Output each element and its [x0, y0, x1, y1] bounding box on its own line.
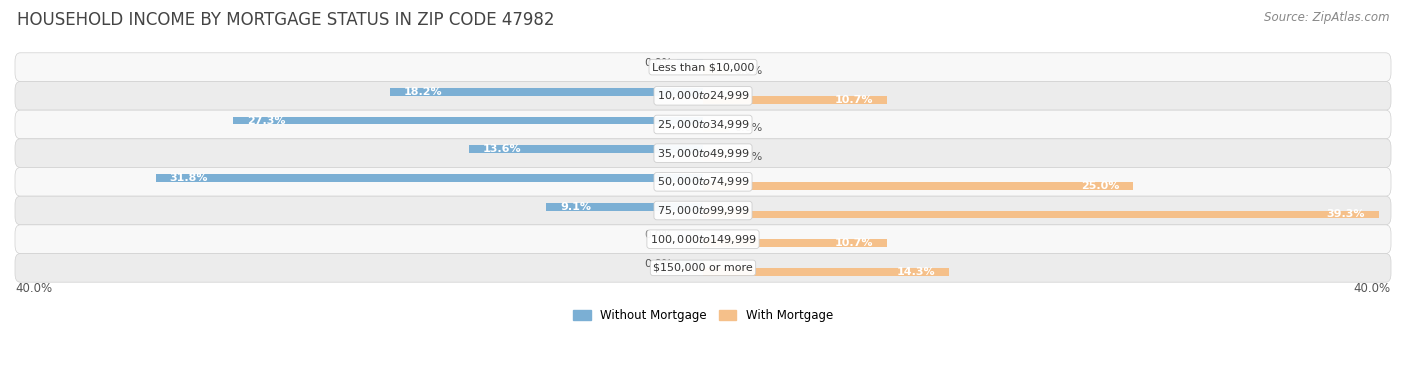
Text: 13.6%: 13.6% [482, 144, 522, 154]
Text: 10.7%: 10.7% [835, 95, 873, 105]
Bar [703, 239, 887, 247]
FancyBboxPatch shape [15, 139, 1391, 167]
Text: $35,000 to $49,999: $35,000 to $49,999 [657, 147, 749, 160]
FancyBboxPatch shape [15, 196, 1391, 225]
Text: $75,000 to $99,999: $75,000 to $99,999 [657, 204, 749, 217]
Text: Source: ZipAtlas.com: Source: ZipAtlas.com [1264, 11, 1389, 24]
Bar [678, 59, 703, 67]
Text: 0.0%: 0.0% [644, 230, 672, 240]
Text: 14.3%: 14.3% [897, 267, 935, 277]
Text: $100,000 to $149,999: $100,000 to $149,999 [650, 233, 756, 246]
Text: 0.0%: 0.0% [644, 58, 672, 68]
Bar [703, 67, 728, 75]
Text: 31.8%: 31.8% [170, 173, 208, 183]
Text: 39.3%: 39.3% [1327, 209, 1365, 220]
Text: $25,000 to $34,999: $25,000 to $34,999 [657, 118, 749, 131]
Text: 18.2%: 18.2% [404, 87, 443, 97]
Text: 0.0%: 0.0% [644, 259, 672, 269]
Text: 40.0%: 40.0% [1354, 282, 1391, 295]
Legend: Without Mortgage, With Mortgage: Without Mortgage, With Mortgage [568, 304, 838, 327]
Bar [470, 145, 703, 153]
FancyBboxPatch shape [15, 167, 1391, 196]
Text: 27.3%: 27.3% [247, 116, 285, 125]
Bar [156, 174, 703, 182]
Bar [389, 88, 703, 96]
Text: 10.7%: 10.7% [835, 238, 873, 248]
FancyBboxPatch shape [15, 82, 1391, 110]
Text: 0.0%: 0.0% [734, 152, 762, 162]
FancyBboxPatch shape [15, 53, 1391, 82]
Text: Less than $10,000: Less than $10,000 [652, 62, 754, 72]
Text: $50,000 to $74,999: $50,000 to $74,999 [657, 175, 749, 188]
Text: 0.0%: 0.0% [734, 66, 762, 76]
Bar [547, 203, 703, 211]
Text: 0.0%: 0.0% [734, 124, 762, 133]
FancyBboxPatch shape [15, 225, 1391, 254]
Bar [703, 268, 949, 276]
FancyBboxPatch shape [15, 110, 1391, 139]
Bar [703, 182, 1133, 190]
Bar [678, 260, 703, 268]
Text: $150,000 or more: $150,000 or more [654, 263, 752, 273]
FancyBboxPatch shape [15, 254, 1391, 282]
Text: 25.0%: 25.0% [1081, 181, 1119, 191]
Text: 9.1%: 9.1% [560, 201, 592, 212]
Bar [678, 231, 703, 239]
Bar [233, 116, 703, 124]
Bar [703, 211, 1379, 218]
Bar [703, 153, 728, 161]
Text: HOUSEHOLD INCOME BY MORTGAGE STATUS IN ZIP CODE 47982: HOUSEHOLD INCOME BY MORTGAGE STATUS IN Z… [17, 11, 554, 29]
Text: 40.0%: 40.0% [15, 282, 52, 295]
Bar [703, 96, 887, 104]
Text: $10,000 to $24,999: $10,000 to $24,999 [657, 89, 749, 102]
Bar [703, 124, 728, 132]
